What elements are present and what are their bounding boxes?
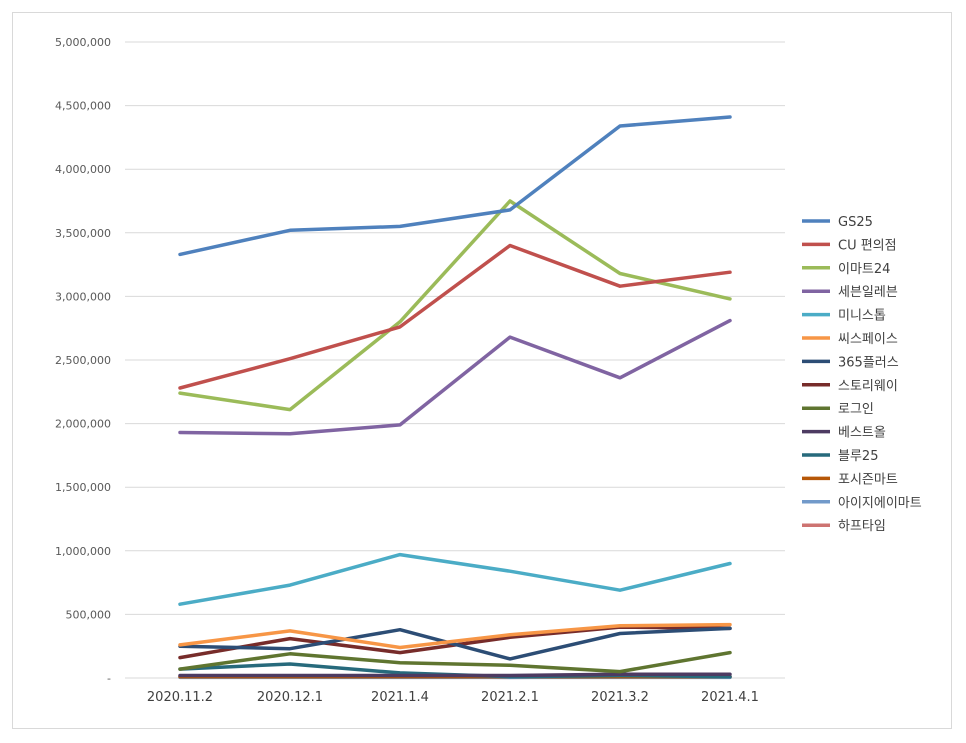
x-tick-label: 2021.1.4 xyxy=(371,690,429,705)
legend-label: 로그인 xyxy=(838,402,874,417)
legend-label: 아이지에이마트 xyxy=(838,496,922,511)
series-line-4 xyxy=(178,552,732,606)
x-tick-label: 2021.3.2 xyxy=(591,690,649,705)
chart-frame xyxy=(12,12,952,729)
x-tick-label: 2021.2.1 xyxy=(481,690,539,705)
y-tick-label: 4,000,000 xyxy=(55,163,111,176)
series-line-2 xyxy=(178,199,732,412)
legend-label: 세븐일레븐 xyxy=(838,285,898,300)
series-line-0 xyxy=(178,115,732,257)
x-axis: 2020.11.2 2020.12.1 2021.1.4 2021.2.1 2021.3… xyxy=(147,690,759,705)
x-tick-label: 2020.11.2 xyxy=(147,690,213,705)
legend-label: 미니스톱 xyxy=(838,309,886,324)
x-tick-label: 2021.4.1 xyxy=(701,690,759,705)
series-lines xyxy=(178,115,732,680)
y-tick-label: 4,500,000 xyxy=(55,100,111,113)
y-tick-label: 1,500,000 xyxy=(55,481,111,494)
series-line-1 xyxy=(178,243,732,390)
series-line-3 xyxy=(178,318,732,436)
series-line-8 xyxy=(178,650,732,674)
legend-label: 씨스페이스 xyxy=(838,332,898,347)
legend-label: 블루25 xyxy=(838,449,878,464)
gridlines xyxy=(125,41,785,679)
legend-label: 포시즌마트 xyxy=(838,472,898,487)
y-tick-label: - xyxy=(107,672,111,685)
legend-label: GS25 xyxy=(838,215,873,230)
y-tick-label: 1,000,000 xyxy=(55,545,111,558)
series-line-5 xyxy=(178,622,732,650)
legend-label: 스토리웨이 xyxy=(838,379,898,394)
series-line-9 xyxy=(178,672,732,678)
y-tick-label: 5,000,000 xyxy=(55,36,111,49)
legend-label: 베스트올 xyxy=(838,426,886,441)
y-tick-label: 500,000 xyxy=(66,608,112,621)
legend-label: 365플러스 xyxy=(838,355,899,370)
y-tick-label: 2,000,000 xyxy=(55,418,111,431)
y-axis: - 500,000 1,000,000 1,500,000 2,000,000 2,500… xyxy=(55,36,111,685)
y-tick-label: 3,000,000 xyxy=(55,290,111,303)
legend-label: 하프타임 xyxy=(838,519,886,534)
y-tick-label: 2,500,000 xyxy=(55,354,111,367)
legend-label: CU 편의점 xyxy=(838,238,897,253)
x-tick-label: 2020.12.1 xyxy=(257,690,323,705)
series-line-6 xyxy=(178,626,732,661)
legend-label: 이마트24 xyxy=(838,262,890,277)
y-tick-label: 3,500,000 xyxy=(55,227,111,240)
